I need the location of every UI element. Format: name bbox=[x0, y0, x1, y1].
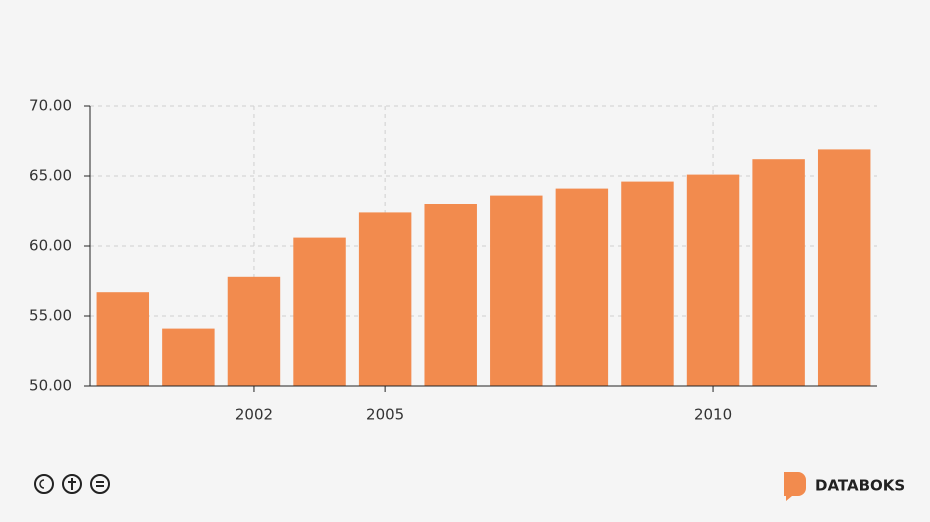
y-tick-label: 55.00 bbox=[29, 307, 72, 325]
y-tick-label: 70.00 bbox=[29, 97, 72, 115]
brand-logo bbox=[784, 472, 806, 501]
y-tick-label: 50.00 bbox=[29, 377, 72, 395]
bar bbox=[817, 149, 871, 386]
brand-name: DATABOKS bbox=[815, 477, 905, 495]
bar bbox=[621, 181, 674, 386]
y-tick-label: 65.00 bbox=[29, 167, 72, 185]
license-icons bbox=[34, 474, 110, 494]
bar bbox=[686, 174, 740, 386]
nd-icon bbox=[90, 474, 110, 494]
bar bbox=[162, 328, 215, 386]
bar bbox=[424, 204, 477, 386]
y-tick-label: 60.00 bbox=[29, 237, 72, 255]
x-tick-label: 2005 bbox=[366, 406, 404, 424]
cc-icon bbox=[34, 474, 54, 494]
bar bbox=[358, 212, 412, 386]
cc-glyph bbox=[39, 479, 45, 489]
bar bbox=[96, 292, 150, 386]
x-tick-label: 2002 bbox=[235, 406, 273, 424]
by-icon bbox=[62, 474, 82, 494]
x-tick-label: 2010 bbox=[694, 406, 732, 424]
bar bbox=[227, 276, 281, 386]
bar bbox=[293, 237, 346, 386]
icon-glyphs bbox=[68, 478, 104, 490]
bar bbox=[752, 159, 805, 386]
bar bbox=[555, 188, 609, 386]
bar bbox=[490, 195, 543, 386]
